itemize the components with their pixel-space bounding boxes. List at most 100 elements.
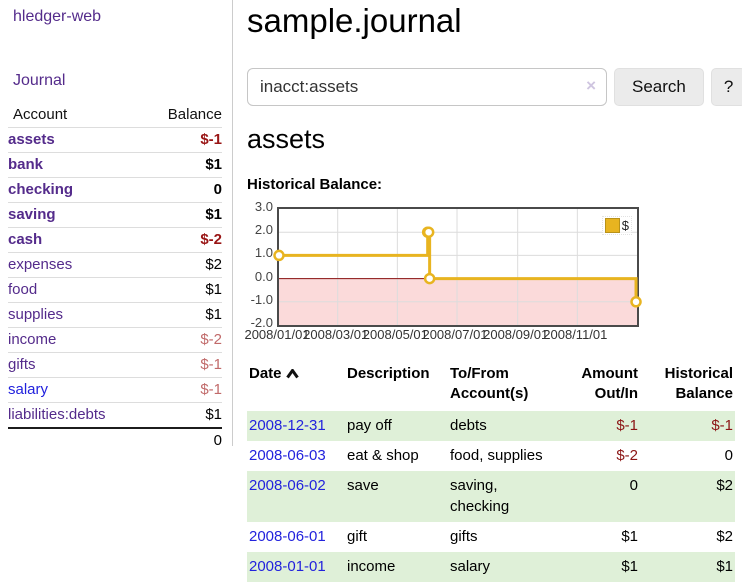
account-row: food $1: [8, 277, 222, 303]
register-row: 2008-06-01 gift gifts $1 $2: [247, 522, 735, 552]
account-row: saving $1: [8, 202, 222, 228]
accounts-header-row: Account Balance: [8, 103, 222, 128]
account-balance: $1: [145, 202, 222, 228]
account-row: assets $-1: [8, 127, 222, 153]
x-tick-label: 2008/01/01: [244, 327, 310, 342]
account-row: supplies $1: [8, 302, 222, 328]
transaction-balance: 0: [724, 447, 733, 464]
x-tick-label: 2008/11/01: [543, 327, 608, 342]
register-row: 2008-06-03 eat & shop food, supplies $-2…: [247, 441, 735, 471]
register-header-balance: Historical Balance: [664, 365, 733, 402]
account-link-saving[interactable]: saving: [8, 206, 56, 223]
account-link-cash[interactable]: cash: [8, 231, 43, 248]
account-balance: $-2: [145, 327, 222, 353]
x-tick-label: 2008/09/01: [483, 327, 549, 342]
account-row: liabilities:debts $1: [8, 402, 222, 429]
register-row: 2008-01-01 income salary $1 $1: [247, 552, 735, 582]
x-tick-label: 2008/05/01: [362, 327, 428, 342]
accounts-table: Account Balance assets $-1 bank $1 check…: [8, 103, 222, 453]
accounts-total-value: 0: [145, 427, 222, 453]
account-link-expenses[interactable]: expenses: [8, 256, 73, 273]
accounts-header-balance: Balance: [145, 103, 222, 128]
account-link-bank[interactable]: bank: [8, 156, 44, 173]
accounts-header-account: Account: [8, 103, 146, 128]
search-button[interactable]: Search: [614, 68, 704, 106]
data-point-marker: [630, 296, 642, 308]
account-link-checking[interactable]: checking: [8, 181, 74, 198]
account-balance: $2: [145, 252, 222, 278]
transaction-amount: $1: [621, 558, 638, 575]
transaction-date-link[interactable]: 2008-06-01: [249, 528, 326, 545]
register-header-amount: Amount Out/In: [581, 365, 638, 402]
y-tick-label: 1.0: [254, 245, 273, 261]
sidebar: hledger-web Journal Account Balance asse…: [0, 0, 233, 453]
account-link-salary[interactable]: salary: [8, 381, 49, 398]
account-row: salary $-1: [8, 377, 222, 403]
transaction-accounts: gifts: [450, 528, 478, 545]
y-tick-label: 3.0: [254, 199, 273, 214]
account-balance: $1: [145, 402, 222, 429]
balance-chart: 3.0 2.0 1.0 0.0 -1.0 -2.0 $ 2008/01/01 2008/03…: [244, 199, 735, 350]
register-row: 2008-06-02 save saving, checking 0 $2: [247, 471, 735, 522]
search-form: × Search ?: [247, 68, 742, 106]
account-row: expenses $2: [8, 252, 222, 278]
account-row: bank $1: [8, 152, 222, 178]
data-point-marker: [273, 249, 285, 262]
y-tick-label: 0.0: [254, 268, 273, 284]
account-row: checking 0: [8, 177, 222, 203]
register-header-date[interactable]: Date: [247, 362, 345, 411]
transaction-description: save: [347, 477, 379, 494]
data-point-marker: [423, 272, 436, 285]
register-table: Date Description To/From Account(s) Amou…: [247, 362, 735, 582]
chart-canvas: [273, 209, 642, 325]
account-balance: $1: [145, 277, 222, 303]
account-link-assets[interactable]: assets: [8, 131, 55, 148]
transaction-accounts: debts: [450, 417, 487, 434]
sidebar-item-journal[interactable]: Journal: [13, 72, 66, 89]
account-link-gifts[interactable]: gifts: [8, 356, 36, 373]
y-tick-label: 2.0: [254, 222, 273, 238]
brand-link[interactable]: hledger-web: [13, 8, 102, 25]
transaction-balance: $-1: [711, 417, 733, 434]
sort-ascending-icon: [285, 365, 299, 385]
account-link-supplies[interactable]: supplies: [8, 306, 64, 323]
account-link-food[interactable]: food: [8, 281, 38, 298]
transaction-amount: $1: [621, 528, 638, 545]
chart-title: Historical Balance:: [247, 176, 383, 193]
transaction-description: income: [347, 558, 396, 575]
transaction-balance: $2: [716, 477, 733, 494]
transaction-balance: $2: [716, 528, 733, 545]
plot-area: $: [273, 207, 642, 327]
account-heading: assets: [247, 124, 326, 154]
account-balance: $-2: [145, 227, 222, 253]
transaction-amount: $-2: [616, 447, 638, 464]
y-tick-label: -1.0: [250, 291, 273, 307]
x-tick-label: 2008/03/01: [303, 327, 369, 342]
help-button[interactable]: ?: [710, 68, 742, 106]
account-balance: $1: [145, 152, 222, 178]
transaction-date-link[interactable]: 2008-12-31: [249, 417, 326, 434]
accounts-total-row: 0: [8, 427, 222, 453]
account-balance: $-1: [145, 352, 222, 378]
transaction-date-link[interactable]: 2008-06-03: [249, 447, 326, 464]
transaction-balance: $1: [716, 558, 733, 575]
transaction-date-link[interactable]: 2008-06-02: [249, 477, 326, 494]
x-tick-label: 2008/07/01: [422, 327, 488, 342]
transaction-date-link[interactable]: 2008-01-01: [249, 558, 326, 575]
account-row: gifts $-1: [8, 352, 222, 378]
main-content: sample.journal × Search ? assets Histori…: [244, 0, 742, 582]
chart-legend: $: [601, 216, 632, 235]
transaction-description: gift: [347, 528, 368, 545]
account-link-liabilities-debts[interactable]: liabilities:debts: [8, 406, 106, 423]
account-link-income[interactable]: income: [8, 331, 57, 348]
search-input[interactable]: [247, 68, 607, 106]
transaction-description: pay off: [347, 417, 392, 434]
account-balance: $-1: [145, 377, 222, 403]
account-balance: $-1: [145, 127, 222, 153]
clear-search-icon[interactable]: ×: [586, 76, 596, 95]
account-balance: 0: [145, 177, 222, 203]
transaction-amount: 0: [629, 477, 638, 494]
register-header-date-label: Date: [249, 365, 282, 382]
register-row: 2008-12-31 pay off debts $-1 $-1: [247, 411, 735, 441]
legend-swatch-icon: [604, 218, 620, 233]
